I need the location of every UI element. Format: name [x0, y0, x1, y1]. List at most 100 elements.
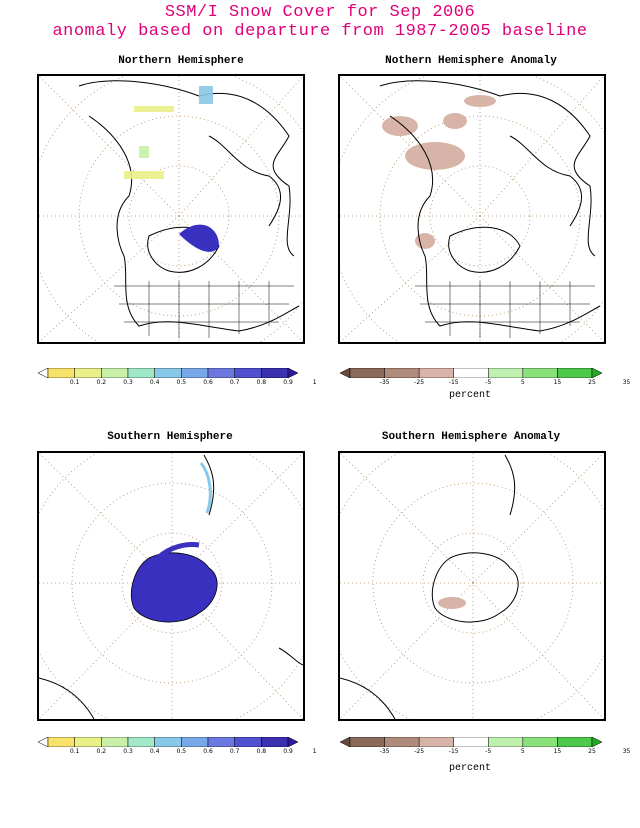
colorbar-swatch	[261, 368, 289, 378]
colorbar-arrow-right	[287, 368, 298, 378]
colorbar-swatch	[127, 737, 155, 747]
colorbar-unit-sh: percent	[448, 763, 492, 774]
panel-title-sh: Southern Hemisphere	[107, 431, 233, 443]
colorbar-tick-label: -5	[485, 379, 492, 386]
colorbar-arrow-left	[340, 368, 351, 378]
colorbar-arrow-left	[38, 368, 49, 378]
colorbar-tick-label: 0.7	[229, 379, 240, 386]
us-state-borders	[114, 281, 294, 338]
colorbar-tick-label: 0.9	[283, 748, 293, 755]
colorbar-swatch	[234, 737, 262, 747]
colorbar-swatch	[488, 368, 524, 378]
colorbar-swatch	[47, 737, 75, 747]
colorbar-swatch	[47, 368, 75, 378]
colorbar-swatch	[349, 368, 385, 378]
colorbar-swatch	[261, 737, 289, 747]
colorbar-tick-label: 0.5	[176, 748, 187, 755]
colorbar-swatch	[101, 737, 129, 747]
map-northern-hemisphere-anomaly	[338, 74, 606, 344]
colorbar-swatch	[127, 368, 155, 378]
colorbar-tick-label: 15	[553, 748, 562, 755]
colorbar-cover-sh: 0.1 0.2 0.3 0.4 0.5 0.6 0.7 0.8 0.9 1	[38, 737, 317, 755]
colorbar-arrow-right	[591, 737, 602, 747]
colorbar-tick-label: 15	[553, 379, 562, 386]
colorbar-tick-label: 0.7	[229, 748, 240, 755]
graticule-lines	[340, 453, 604, 719]
colorbar-swatch	[181, 737, 209, 747]
colorbar-tick-label: 35	[622, 748, 631, 755]
coastline	[78, 80, 300, 332]
colorbar-arrow-right	[287, 737, 298, 747]
colorbar-tick-label: 25	[588, 748, 596, 755]
colorbar-tick-label: 0.8	[256, 379, 267, 386]
graticule-lines	[39, 76, 303, 342]
graticule-lines	[340, 76, 604, 342]
snow-greenland	[179, 224, 219, 252]
colorbar-tick-label: 0.3	[123, 748, 133, 755]
colorbar-tick-label: 0.2	[96, 379, 107, 386]
colorbar-tick-label: 0.4	[149, 379, 160, 386]
colorbar-swatch	[453, 737, 489, 747]
colorbar-tick-label: 0.1	[69, 379, 80, 386]
colorbar-swatch	[522, 737, 558, 747]
anomaly-negative	[382, 95, 496, 249]
colorbar-swatch	[418, 368, 454, 378]
colorbar-swatch	[522, 368, 558, 378]
colorbar-swatch	[453, 368, 489, 378]
map-southern-hemisphere	[37, 451, 305, 721]
colorbar-swatch	[488, 737, 524, 747]
colorbar-arrow-right	[591, 368, 602, 378]
colorbar-swatch	[349, 737, 385, 747]
colorbar-tick-label: 0.1	[69, 748, 80, 755]
colorbar-tick-label: -35	[379, 748, 390, 755]
colorbar-swatch	[74, 368, 102, 378]
snow-patches	[124, 86, 213, 179]
colorbar-swatch	[74, 737, 102, 747]
colorbar-anomaly-sh-svg	[340, 737, 602, 747]
coastline	[379, 80, 601, 332]
colorbar-anomaly-sh: -35 -25 -15 -5 5 15 25 35	[340, 737, 630, 755]
coastline	[39, 454, 303, 719]
colorbar-tick-label: -25	[414, 748, 425, 755]
map-northern-hemisphere	[37, 74, 305, 344]
colorbar-anomaly-nh-svg	[340, 368, 602, 378]
colorbar-swatch	[384, 368, 420, 378]
colorbar-tick-label: -15	[448, 748, 459, 755]
colorbar-unit-nh: percent	[448, 390, 492, 401]
colorbar-swatch	[181, 368, 209, 378]
colorbar-tick-label: 0.9	[283, 379, 293, 386]
colorbar-tick-label: 0.3	[123, 379, 133, 386]
colorbar-arrow-left	[38, 737, 49, 747]
panel-title-sha: Southern Hemisphere Anomaly	[381, 431, 561, 443]
us-state-borders	[415, 281, 595, 338]
snow-peninsula	[157, 542, 200, 559]
colorbar-tick-label: 0.5	[176, 379, 187, 386]
anomaly-negative	[438, 597, 466, 609]
colorbar-tick-label: -15	[448, 379, 459, 386]
colorbar-cover-sh-svg	[38, 737, 298, 747]
colorbar-swatch	[557, 368, 593, 378]
colorbar-tick-label: 25	[588, 379, 596, 386]
colorbar-tick-label: 0.6	[203, 748, 213, 755]
colorbar-tick-label: 0.4	[149, 748, 160, 755]
colorbar-swatch	[154, 737, 182, 747]
colorbar-swatch	[101, 368, 129, 378]
colorbar-swatch	[557, 737, 593, 747]
colorbar-tick-label: 35	[622, 379, 631, 386]
title-line2: anomaly based on departure from 1987-200…	[52, 22, 588, 41]
colorbar-swatch	[418, 737, 454, 747]
colorbar-swatch	[154, 368, 182, 378]
snow-antarctica	[130, 552, 218, 623]
colorbar-swatch	[207, 737, 235, 747]
title-line1: SSM/I Snow Cover for Sep 2006	[164, 3, 476, 22]
colorbar-tick-label: 5	[520, 379, 525, 386]
colorbar-arrow-left	[340, 737, 351, 747]
map-southern-hemisphere-anomaly	[338, 451, 606, 721]
colorbar-swatch	[207, 368, 235, 378]
colorbar-tick-label: 1	[312, 748, 317, 755]
panel-title-nha: Nothern Hemisphere Anomaly	[385, 55, 557, 67]
colorbar-tick-label: -25	[414, 379, 425, 386]
coastline	[340, 454, 519, 719]
colorbar-tick-label: -5	[485, 748, 492, 755]
colorbar-swatch	[234, 368, 262, 378]
